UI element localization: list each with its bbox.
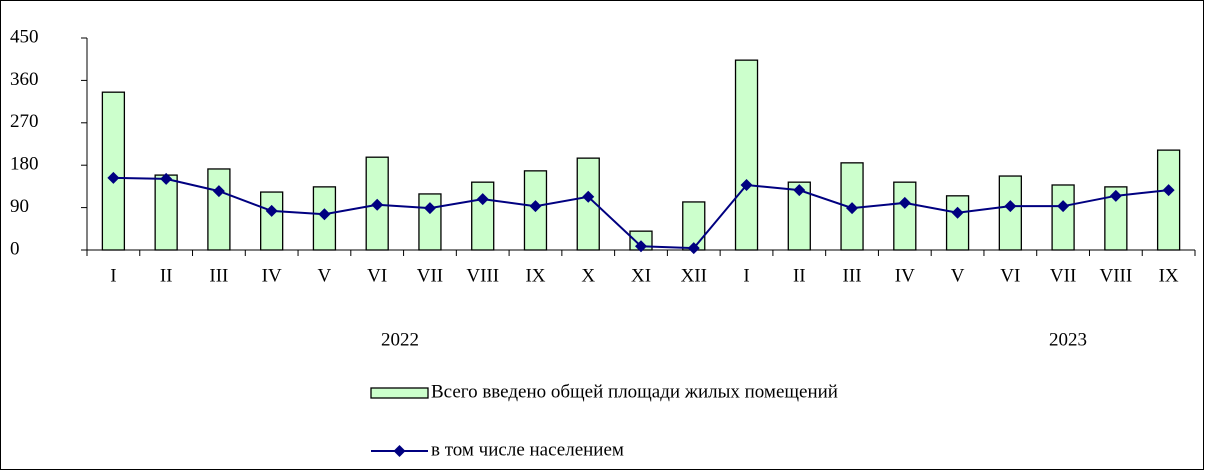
y-tick-label: 450 bbox=[10, 26, 39, 47]
year-label: 2023 bbox=[1049, 329, 1087, 350]
marker bbox=[635, 240, 647, 253]
x-tick-label: I bbox=[110, 265, 116, 286]
marker bbox=[1057, 200, 1070, 213]
y-tick-label: 90 bbox=[10, 196, 29, 217]
x-tick-label: II bbox=[793, 265, 806, 286]
bar bbox=[1156, 149, 1181, 251]
x-tick-label: X bbox=[581, 265, 595, 286]
y-tick-label: 0 bbox=[10, 238, 20, 259]
bar bbox=[207, 168, 231, 251]
x-tick-label: III bbox=[209, 265, 228, 286]
bar bbox=[471, 181, 495, 251]
marker bbox=[107, 171, 120, 184]
x-tick-label: I bbox=[743, 265, 749, 286]
x-tick-label: VIII bbox=[466, 265, 499, 286]
marker bbox=[529, 200, 542, 213]
marker bbox=[951, 206, 964, 219]
x-tick-label: VI bbox=[367, 265, 387, 286]
bar bbox=[154, 174, 178, 251]
marker bbox=[582, 190, 595, 203]
marker bbox=[371, 198, 384, 211]
marker bbox=[265, 204, 278, 217]
marker bbox=[740, 178, 753, 191]
bar bbox=[734, 59, 759, 251]
x-tick-label: VII bbox=[417, 265, 443, 286]
x-tick-label: V bbox=[951, 265, 965, 286]
x-tick-label: XI bbox=[631, 265, 651, 286]
x-tick-label: III bbox=[843, 265, 862, 286]
x-tick-label: XII bbox=[681, 265, 707, 286]
y-tick-label: 270 bbox=[10, 111, 39, 132]
legend-swatch bbox=[370, 387, 429, 399]
x-tick-label: IX bbox=[1159, 265, 1179, 286]
marker bbox=[476, 193, 489, 206]
legend-label: Всего введено общей площади жилых помеще… bbox=[431, 381, 838, 402]
bar bbox=[1051, 184, 1075, 251]
marker bbox=[1109, 189, 1122, 202]
bar bbox=[260, 191, 284, 251]
x-tick-label: IV bbox=[262, 265, 282, 286]
marker bbox=[212, 185, 225, 198]
x-tick-label: VIII bbox=[1100, 265, 1133, 286]
marker bbox=[1004, 200, 1017, 213]
x-tick-label: V bbox=[318, 265, 332, 286]
year-label: 2022 bbox=[381, 329, 419, 350]
bar bbox=[101, 91, 126, 251]
x-tick-label: II bbox=[160, 265, 173, 286]
x-tick-label: IV bbox=[895, 265, 915, 286]
legend-label: в том числе населением bbox=[431, 439, 624, 460]
bar bbox=[945, 195, 970, 251]
marker bbox=[318, 208, 331, 221]
marker bbox=[423, 202, 436, 215]
y-tick-label: 360 bbox=[10, 69, 39, 90]
y-tick-label: 180 bbox=[10, 154, 39, 175]
x-tick-label: VII bbox=[1050, 265, 1076, 286]
marker bbox=[793, 184, 806, 197]
bar bbox=[893, 181, 917, 251]
bar bbox=[998, 175, 1022, 251]
x-tick-label: VI bbox=[1000, 265, 1020, 286]
marker bbox=[160, 172, 173, 185]
legend-marker bbox=[393, 445, 406, 457]
marker bbox=[1162, 184, 1175, 197]
x-tick-label: IX bbox=[525, 265, 545, 286]
marker bbox=[898, 196, 911, 209]
marker bbox=[687, 242, 700, 255]
marker bbox=[846, 202, 859, 215]
